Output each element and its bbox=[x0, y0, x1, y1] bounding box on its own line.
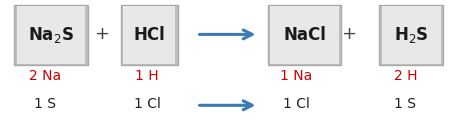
Bar bbox=[121, 5, 178, 65]
Text: 1 Na: 1 Na bbox=[280, 69, 312, 83]
Bar bbox=[14, 5, 88, 65]
Text: Na$_2$S: Na$_2$S bbox=[28, 25, 74, 45]
Text: +: + bbox=[341, 25, 356, 43]
Bar bbox=[382, 6, 441, 64]
Text: 1 Cl: 1 Cl bbox=[134, 97, 160, 111]
Text: H$_2$S: H$_2$S bbox=[394, 25, 428, 45]
Text: NaCl: NaCl bbox=[283, 26, 326, 44]
Bar bbox=[379, 5, 443, 65]
Bar bbox=[123, 6, 175, 64]
Text: 1 H: 1 H bbox=[135, 69, 159, 83]
Text: 1 S: 1 S bbox=[394, 97, 416, 111]
Text: 2 Na: 2 Na bbox=[29, 69, 61, 83]
Bar bbox=[268, 5, 341, 65]
Text: 1 Cl: 1 Cl bbox=[283, 97, 310, 111]
Bar bbox=[17, 6, 85, 64]
Text: HCl: HCl bbox=[134, 26, 165, 44]
Text: 2 H: 2 H bbox=[393, 69, 417, 83]
Text: +: + bbox=[94, 25, 109, 43]
Bar bbox=[270, 6, 339, 64]
Text: 1 S: 1 S bbox=[34, 97, 56, 111]
